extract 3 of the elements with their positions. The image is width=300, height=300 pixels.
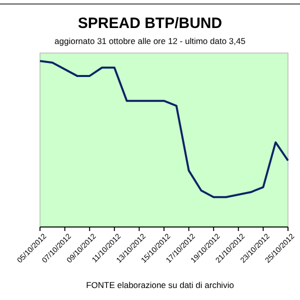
- chart-subtitle: aggiornato 31 ottobre alle ore 12 - ultimo dato 3,45: [54, 36, 246, 46]
- source-note: FONTE elaborazione su dati di archivio: [86, 280, 234, 290]
- chart-title: SPREAD BTP/BUND: [78, 15, 222, 32]
